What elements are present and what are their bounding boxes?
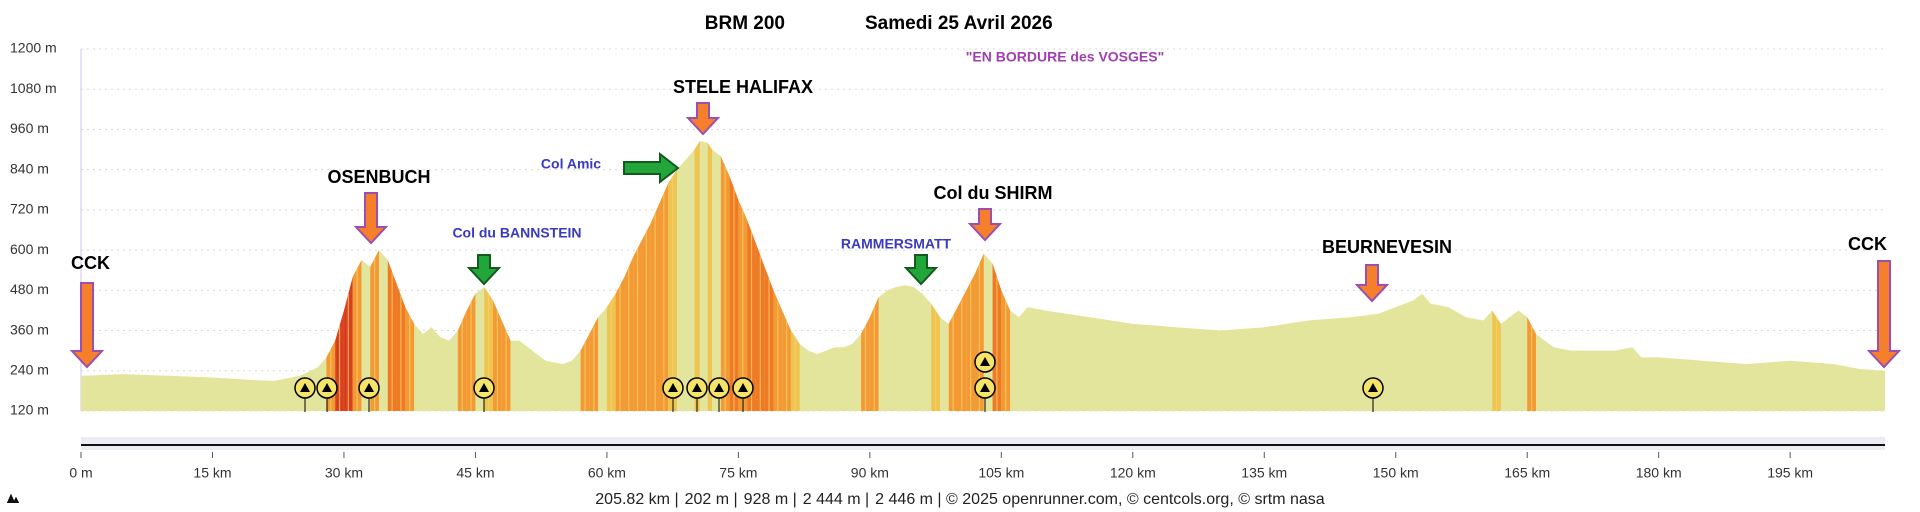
annotation-arrow [685,102,721,136]
footer-text: 205.82 km | [595,491,679,508]
poi-glyph [322,383,332,392]
annotation-arrow [967,208,1003,242]
y-tick-label: 1080 m [10,80,57,96]
y-tick-label: 600 m [10,241,49,257]
slope-slice [694,141,700,412]
chart-subtitle: "EN BORDURE des VOSGES" [966,49,1164,65]
x-tick-label: 15 km [193,465,231,481]
x-tick-label: 105 km [978,465,1024,481]
y-tick-label: 360 m [10,321,49,337]
chart-date: Samedi 25 Avril 2026 [865,13,1053,34]
annotation-arrow [353,192,389,245]
annotation-label: Col Amic [541,156,601,172]
poi-glyph [1368,383,1378,392]
slope-slice [707,142,713,411]
poi-glyph [980,383,990,392]
footer: 205.82 km | 202 m | 928 m | 2 444 m | 2 446 … [0,491,1920,509]
y-tick-label: 240 m [10,361,49,377]
x-tick-label: 120 km [1110,465,1156,481]
footer-text: 202 m | [684,491,738,508]
x-tick-label: 135 km [1241,465,1287,481]
annotation-label: RAMMERSMATT [841,236,952,252]
scrollbar[interactable] [81,437,1885,450]
poi-glyph [479,383,489,392]
annotation-label: CCK [1848,234,1887,254]
poi-glyph [738,383,748,392]
annotation-arrow [466,254,502,286]
poi-glyph [714,383,724,392]
chart: BRM 200 Samedi 25 Avril 2026 "EN BORDURE… [10,13,1902,481]
y-tick-label: 120 m [10,402,49,418]
annotation-label: CCK [71,253,110,273]
poi-glyph [364,383,374,392]
poi-glyph [692,383,702,392]
y-tick-label: 720 m [10,201,49,217]
footer-text: 928 m | [743,491,797,508]
annotation-label: Col du SHIRM [934,183,1053,203]
annotation-arrow [69,282,105,369]
annotation-arrow [903,254,939,286]
annotation-label: BEURNEVESIN [1322,237,1452,257]
x-tick-label: 30 km [325,465,363,481]
annotation-arrow [1866,260,1902,369]
footer-icon [7,494,19,503]
chart-title: BRM 200 [705,13,785,34]
x-tick-label: 90 km [851,465,889,481]
x-tick-label: 75 km [719,465,757,481]
poi-glyph [980,357,990,366]
footer-text: 2 446 m | © 2025 openrunner.com, © centc… [875,491,1325,508]
x-tick-label: 0 m [69,465,92,481]
x-tick-label: 165 km [1504,465,1550,481]
poi-glyph [300,383,310,392]
annotation-arrow [1354,264,1390,303]
annotation-label: OSENBUCH [327,167,430,187]
annotation-arrow [623,151,680,185]
annotation-label: STELE HALIFAX [673,77,813,97]
poi-glyph [668,383,678,392]
footer-text: 2 444 m | [802,491,870,508]
x-tick-label: 60 km [588,465,626,481]
y-tick-label: 960 m [10,120,49,136]
x-tick-label: 45 km [456,465,494,481]
y-tick-label: 840 m [10,160,49,176]
y-tick-label: 1200 m [10,40,57,56]
annotation-label: Col du BANNSTEIN [452,225,581,241]
x-tick-label: 180 km [1636,465,1682,481]
x-tick-label: 150 km [1373,465,1419,481]
x-tick-label: 195 km [1767,465,1813,481]
y-tick-label: 480 m [10,281,49,297]
